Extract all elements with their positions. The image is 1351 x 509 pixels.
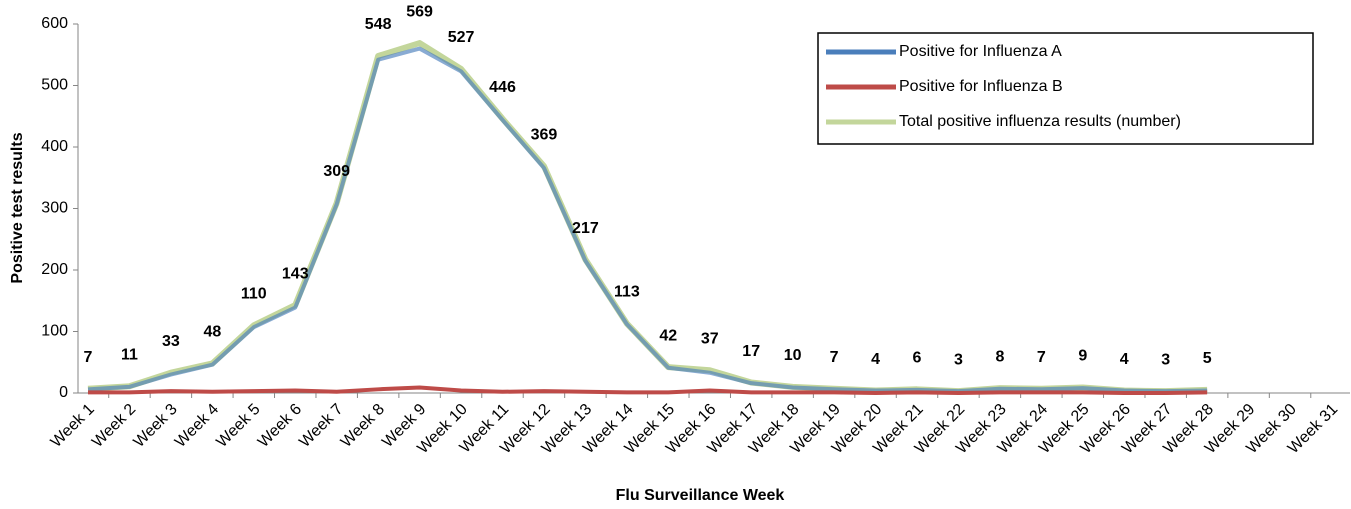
y-tick-label: 300 xyxy=(41,200,68,217)
y-tick-label: 0 xyxy=(59,384,68,401)
y-tick-label: 400 xyxy=(41,138,68,155)
data-label: 3 xyxy=(954,351,963,368)
data-label: 5 xyxy=(1203,350,1212,367)
legend-label: Positive for Influenza A xyxy=(899,43,1062,60)
data-label: 4 xyxy=(871,351,880,368)
data-label: 11 xyxy=(121,346,138,363)
y-tick-label: 100 xyxy=(41,323,68,340)
series-line xyxy=(87,46,1208,394)
x-tick-label: Week 2 xyxy=(89,401,139,451)
x-tick-label: Week 3 xyxy=(131,401,181,451)
x-tick-label: Week 8 xyxy=(338,401,388,451)
data-label: 7 xyxy=(1037,349,1046,366)
data-label: 7 xyxy=(84,349,93,366)
data-label: 7 xyxy=(830,349,839,366)
x-tick-label: Week 7 xyxy=(296,401,346,451)
data-label: 4 xyxy=(1120,351,1129,368)
data-label: 446 xyxy=(489,79,516,96)
x-tick-label: Week 1 xyxy=(48,401,98,451)
x-axis-title: Flu Surveillance Week xyxy=(616,487,785,504)
x-tick-label: Week 6 xyxy=(255,401,305,451)
y-tick-label: 600 xyxy=(41,15,68,32)
legend-box xyxy=(817,32,1314,145)
x-tick-label: Week 4 xyxy=(172,401,222,451)
y-tick-label: 500 xyxy=(41,77,68,94)
data-label: 113 xyxy=(614,284,640,301)
data-label: 369 xyxy=(531,126,558,143)
x-tick-label: Week 5 xyxy=(213,401,263,451)
data-label: 48 xyxy=(203,324,221,341)
data-label: 569 xyxy=(406,3,433,20)
data-label: 548 xyxy=(365,16,392,33)
data-label: 143 xyxy=(282,265,309,282)
data-label: 9 xyxy=(1078,348,1087,365)
data-label: 33 xyxy=(162,333,180,350)
data-label: 527 xyxy=(448,29,475,46)
series-line xyxy=(88,385,1208,395)
data-label: 3 xyxy=(1161,351,1170,368)
data-label: 17 xyxy=(742,343,760,360)
data-label: 42 xyxy=(659,327,677,344)
legend-label: Positive for Influenza B xyxy=(899,78,1063,95)
y-axis-title: Positive test results xyxy=(9,132,26,283)
legend-label: Total positive influenza results (number… xyxy=(899,113,1181,130)
data-label: 8 xyxy=(995,348,1004,365)
data-label: 10 xyxy=(784,347,802,364)
data-label: 37 xyxy=(701,330,719,347)
data-label: 309 xyxy=(323,163,350,180)
data-label: 6 xyxy=(913,350,922,367)
data-label: 217 xyxy=(572,220,599,237)
y-tick-label: 200 xyxy=(41,261,68,278)
data-label: 110 xyxy=(241,286,267,303)
